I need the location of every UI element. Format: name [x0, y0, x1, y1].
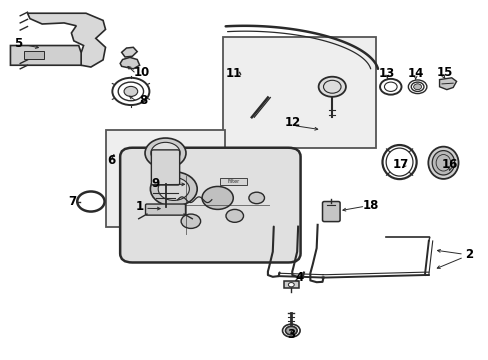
Text: 4: 4 [294, 271, 303, 284]
Text: 8: 8 [139, 94, 147, 107]
Text: 17: 17 [391, 158, 408, 171]
Text: 10: 10 [134, 66, 150, 79]
Text: 11: 11 [225, 67, 242, 80]
Circle shape [285, 326, 297, 335]
Bar [283, 281, 299, 288]
Polygon shape [10, 45, 81, 65]
Text: 9: 9 [151, 177, 160, 190]
Polygon shape [122, 47, 137, 57]
Circle shape [145, 138, 185, 168]
Circle shape [288, 283, 294, 287]
Text: 13: 13 [378, 67, 394, 80]
FancyBboxPatch shape [120, 148, 300, 262]
Circle shape [181, 214, 200, 228]
Bar [105, 130, 224, 226]
Text: 3: 3 [286, 328, 295, 341]
Circle shape [158, 177, 189, 201]
Ellipse shape [427, 147, 458, 179]
Circle shape [202, 186, 233, 210]
Circle shape [248, 192, 264, 204]
Circle shape [413, 84, 421, 90]
Text: 14: 14 [407, 67, 423, 80]
Text: 1: 1 [135, 201, 143, 213]
Bar [24, 51, 43, 59]
Text: 7: 7 [68, 195, 76, 208]
Text: 16: 16 [441, 158, 458, 171]
Bar [222, 37, 375, 148]
Circle shape [318, 77, 345, 97]
FancyBboxPatch shape [322, 202, 339, 222]
Text: 2: 2 [464, 248, 472, 261]
Polygon shape [27, 13, 105, 67]
Bar [220, 178, 246, 185]
Polygon shape [120, 57, 140, 69]
Circle shape [124, 86, 138, 96]
Text: 6: 6 [107, 154, 116, 167]
Polygon shape [439, 78, 456, 90]
Circle shape [150, 172, 197, 206]
Text: 12: 12 [285, 116, 301, 129]
FancyBboxPatch shape [145, 204, 185, 215]
Text: 18: 18 [363, 199, 379, 212]
Text: 5: 5 [14, 37, 22, 50]
Text: Filter: Filter [227, 179, 240, 184]
Ellipse shape [431, 150, 454, 175]
Text: 15: 15 [435, 66, 452, 79]
FancyBboxPatch shape [151, 150, 179, 185]
Circle shape [151, 142, 180, 164]
Circle shape [225, 210, 243, 222]
